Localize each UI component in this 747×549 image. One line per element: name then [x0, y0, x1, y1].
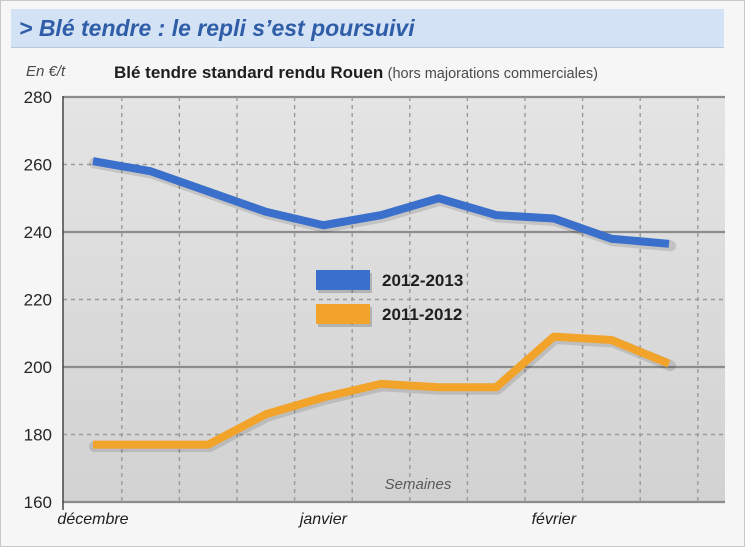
y-tick-label-240: 240: [24, 223, 52, 242]
banner-title: > Blé tendre : le repli s’est poursuivi: [19, 15, 415, 41]
chart-title: Blé tendre standard rendu Rouen (hors ma…: [114, 63, 598, 83]
series-lines: [89, 157, 676, 453]
y-axis-ticks: 160 180 200 220 240 260 280: [24, 88, 52, 512]
month-label-décembre: décembre: [57, 511, 128, 528]
legend: 2012-2013 2011-2012: [316, 270, 463, 327]
x-axis-month-labels: décembre janvier février: [57, 511, 576, 528]
month-label-février: février: [532, 511, 577, 528]
y-tick-label-160: 160: [24, 493, 52, 512]
y-tick-label-220: 220: [24, 291, 52, 310]
y-tick-label-200: 200: [24, 358, 52, 377]
chart-subtitle: (hors majorations commerciales): [387, 66, 598, 82]
y-tick-label-280: 280: [24, 88, 52, 107]
series-line-2011-2012: [93, 332, 671, 449]
y-axis-unit-label: En €/t: [26, 63, 66, 80]
legend-label-2012-2013: 2012-2013: [382, 271, 463, 290]
x-axis-title: Semaines: [385, 476, 452, 493]
legend-swatch-2012-2013: [316, 270, 370, 290]
grid-lines: [62, 95, 725, 510]
month-label-janvier: janvier: [298, 511, 348, 528]
chart-title-main: Blé tendre standard rendu Rouen: [114, 63, 384, 82]
series-line-2012-2013: [92, 157, 670, 248]
legend-swatch-2011-2012: [316, 304, 370, 324]
title-banner: > Blé tendre : le repli s’est poursuivi: [11, 9, 724, 48]
legend-label-2011-2012: 2011-2012: [382, 305, 462, 324]
y-tick-label-180: 180: [24, 426, 52, 445]
y-tick-label-260: 260: [24, 156, 52, 175]
